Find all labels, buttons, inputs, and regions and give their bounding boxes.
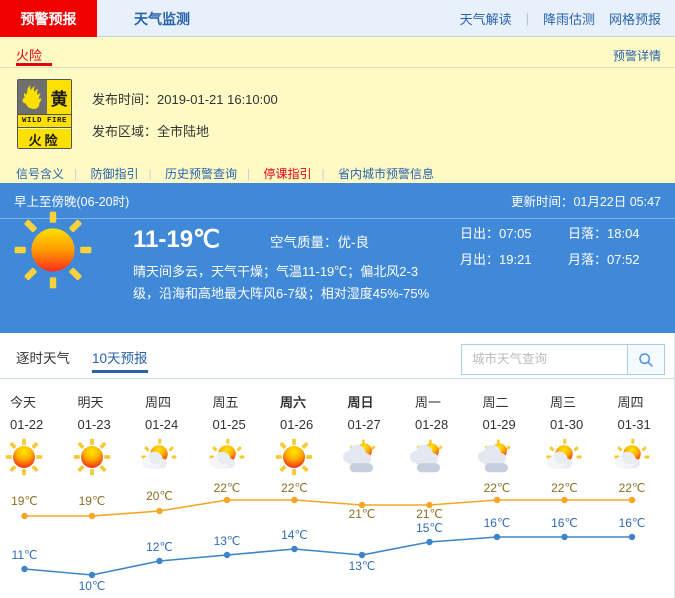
- svg-text:22℃: 22℃: [214, 481, 241, 495]
- svg-text:11℃: 11℃: [12, 548, 38, 562]
- svg-text:22℃: 22℃: [484, 481, 511, 495]
- svg-text:21℃: 21℃: [349, 507, 376, 521]
- svg-text:22℃: 22℃: [619, 481, 646, 495]
- svg-text:13℃: 13℃: [349, 559, 376, 573]
- svg-text:13℃: 13℃: [214, 534, 241, 548]
- svg-text:16℃: 16℃: [619, 516, 646, 530]
- svg-text:15℃: 15℃: [416, 521, 443, 535]
- svg-text:22℃: 22℃: [551, 481, 578, 495]
- svg-text:12℃: 12℃: [146, 540, 173, 554]
- svg-text:16℃: 16℃: [484, 516, 511, 530]
- svg-text:22℃: 22℃: [281, 481, 308, 495]
- svg-text:10℃: 10℃: [79, 579, 106, 593]
- svg-text:16℃: 16℃: [551, 516, 578, 530]
- svg-text:14℃: 14℃: [281, 528, 308, 542]
- svg-text:20℃: 20℃: [146, 489, 173, 503]
- svg-text:21℃: 21℃: [416, 507, 443, 521]
- svg-text:19℃: 19℃: [11, 494, 38, 508]
- svg-text:19℃: 19℃: [79, 494, 106, 508]
